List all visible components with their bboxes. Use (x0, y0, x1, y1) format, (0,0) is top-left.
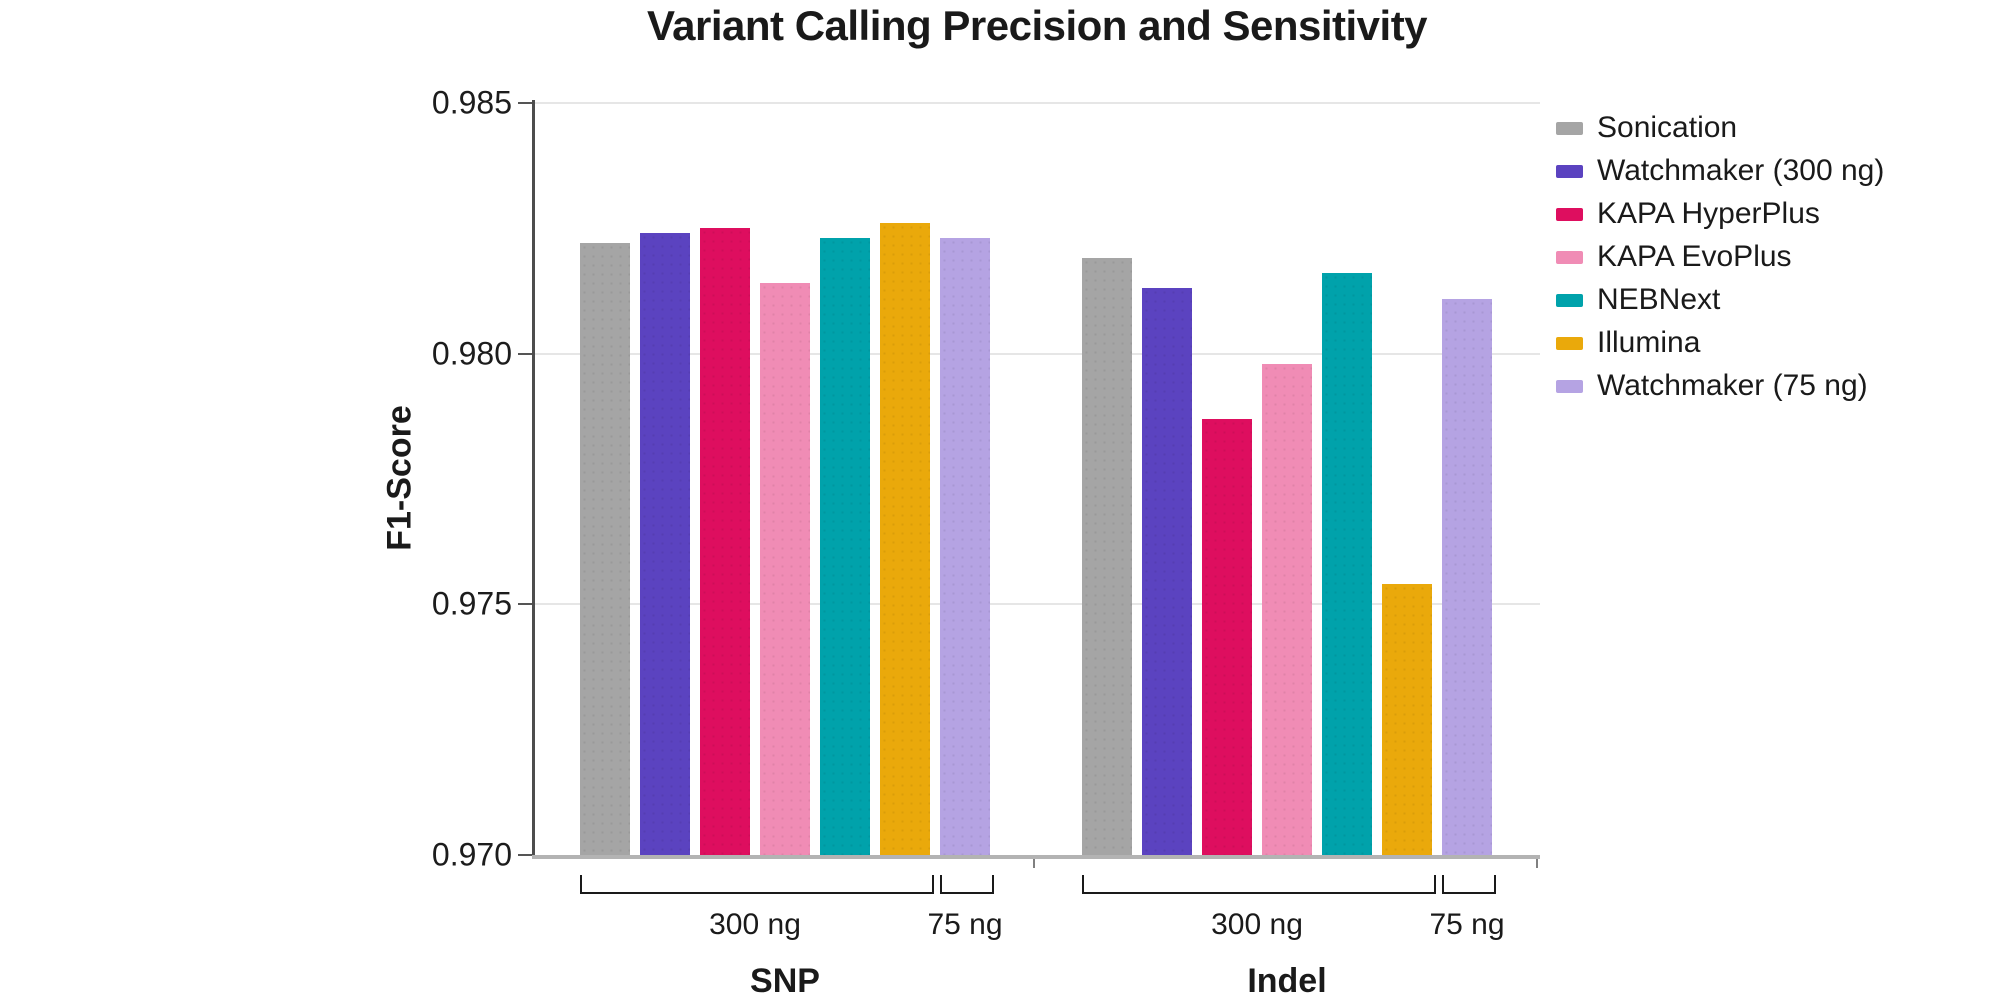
bar-indel-sonication (1082, 258, 1132, 855)
x-axis-line (532, 855, 1540, 859)
bracket-indel-300-ng (1082, 875, 1436, 894)
y-tick-mark-0.980 (518, 352, 533, 355)
group-label-snp: SNP (750, 962, 820, 1000)
y-tick-label-0.970: 0.970 (431, 836, 512, 873)
y-tick-label-0.985: 0.985 (431, 84, 512, 121)
legend-swatch-kapa-evoplus (1556, 250, 1583, 264)
legend-item-illumina: Illumina (1556, 326, 1884, 359)
bracket-label-snp-300-ng: 300 ng (709, 908, 801, 941)
x-axis-tick-indel (1536, 859, 1538, 868)
bar-snp-kapa-evoplus (760, 283, 810, 855)
bracket-label-indel-300-ng: 300 ng (1211, 908, 1303, 941)
bar-indel-watchmaker-75-ng (1442, 298, 1492, 855)
bracket-label-indel-75-ng: 75 ng (1429, 908, 1505, 941)
legend-label-nebnext: NEBNext (1597, 283, 1721, 316)
bar-snp-kapa-hyperplus (700, 228, 750, 855)
legend-item-watchmaker-75-ng: Watchmaker (75 ng) (1556, 369, 1884, 402)
bracket-snp-300-ng (580, 875, 934, 894)
y-tick-mark-0.985 (518, 102, 533, 104)
bar-snp-watchmaker-75-ng (940, 238, 990, 855)
legend-item-watchmaker-300-ng: Watchmaker (300 ng) (1556, 154, 1885, 187)
legend-swatch-watchmaker-300-ng (1556, 164, 1583, 178)
legend-label-illumina: Illumina (1597, 326, 1701, 359)
bar-indel-watchmaker-300-ng (1142, 288, 1192, 855)
bar-indel-kapa-hyperplus (1202, 418, 1252, 855)
legend-item-kapa-hyperplus: KAPA HyperPlus (1556, 197, 1884, 230)
bar-indel-illumina (1382, 584, 1432, 855)
gridline-0.975 (534, 603, 1540, 606)
bracket-label-snp-75-ng: 75 ng (927, 908, 1003, 941)
legend-swatch-watchmaker-75-ng (1556, 379, 1583, 393)
group-label-indel: Indel (1247, 962, 1327, 1000)
legend-item-sonication: Sonication (1556, 111, 1884, 144)
bracket-indel-75-ng (1442, 875, 1496, 894)
legend-label-watchmaker-75-ng: Watchmaker (75 ng) (1597, 369, 1868, 402)
chart-title: Variant Calling Precision and Sensitivit… (646, 2, 1428, 49)
bar-snp-illumina (880, 223, 930, 855)
y-tick-mark-0.970 (518, 854, 533, 856)
bar-indel-kapa-evoplus (1262, 363, 1312, 855)
bracket-snp-75-ng (940, 875, 994, 894)
y-axis-label: F1-Score (380, 405, 419, 551)
legend: Sonication Watchmaker (300 ng) KAPA HyperP… (1556, 111, 1885, 402)
legend-label-watchmaker-300-ng: Watchmaker (300 ng) (1597, 154, 1885, 187)
gridline-0.985 (534, 102, 1540, 104)
y-tick-label-0.975: 0.975 (431, 585, 512, 622)
legend-label-sonication: Sonication (1597, 111, 1738, 144)
legend-swatch-sonication (1556, 121, 1583, 135)
legend-swatch-nebnext (1556, 293, 1583, 307)
gridline-0.980 (534, 352, 1540, 355)
legend-label-kapa-hyperplus: KAPA HyperPlus (1597, 197, 1820, 230)
legend-item-nebnext: NEBNext (1556, 283, 1884, 316)
legend-swatch-kapa-hyperplus (1556, 207, 1583, 221)
bar-indel-nebnext (1322, 273, 1372, 855)
bar-snp-watchmaker-300-ng (640, 233, 690, 855)
y-tick-mark-0.975 (518, 603, 533, 606)
legend-swatch-illumina (1556, 336, 1583, 350)
bar-snp-nebnext (820, 238, 870, 855)
legend-item-kapa-evoplus: KAPA EvoPlus (1556, 240, 1884, 273)
legend-label-kapa-evoplus: KAPA EvoPlus (1597, 240, 1792, 273)
y-axis-line (532, 100, 535, 859)
y-tick-label-0.980: 0.980 (431, 335, 512, 372)
x-axis-tick-snp (1033, 859, 1035, 868)
bar-snp-sonication (580, 243, 630, 855)
